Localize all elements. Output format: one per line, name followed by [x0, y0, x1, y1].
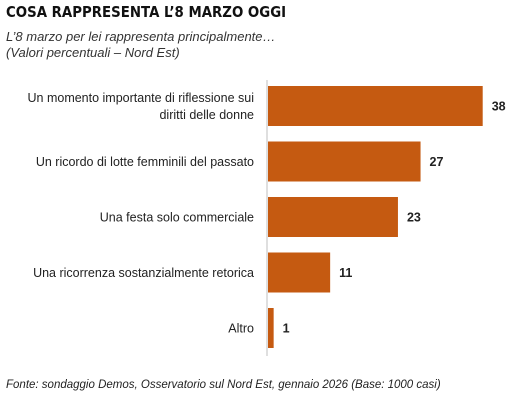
chart-subtitle-units: (Valori percentuali – Nord Est) [6, 45, 180, 60]
chart-title: COSA RAPPRESENTA L’8 MARZO OGGI [6, 3, 287, 21]
bar [268, 86, 483, 126]
data-label: 27 [430, 155, 444, 169]
category-label: Una festa solo commerciale [100, 211, 254, 225]
bar [268, 252, 331, 293]
bar [268, 141, 421, 182]
category-label: Una ricorrenza sostanzialmente retorica [33, 266, 254, 280]
bar [268, 197, 398, 237]
category-label: Un ricordo di lotte femminili del passat… [36, 155, 254, 169]
chart-subtitle: L’8 marzo per lei rappresenta principalm… [6, 29, 276, 44]
data-label: 1 [283, 322, 290, 336]
data-label: 11 [339, 266, 352, 280]
data-label: 23 [407, 211, 421, 225]
category-label: Altro [228, 322, 254, 336]
bar [268, 308, 274, 348]
category-label: Un momento importante di riflessione sui [28, 91, 255, 105]
data-label: 38 [492, 100, 506, 114]
category-label: diritti delle donne [159, 108, 254, 122]
source-note: Fonte: sondaggio Demos, Osservatorio sul… [6, 379, 441, 391]
